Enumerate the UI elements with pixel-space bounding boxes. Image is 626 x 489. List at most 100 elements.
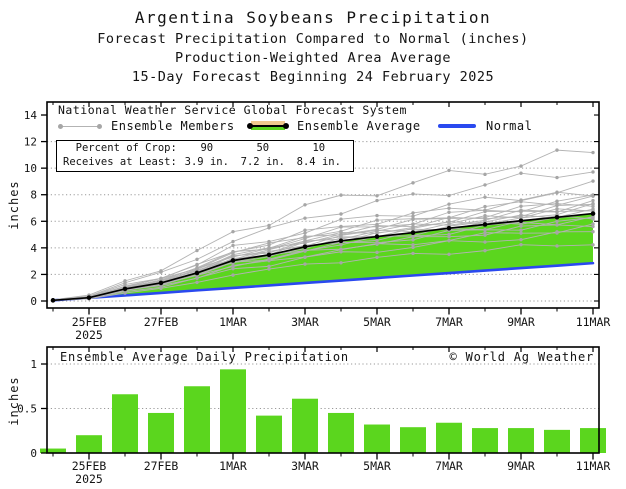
ensemble-member-point <box>339 212 343 216</box>
ensemble-member-point <box>375 223 379 228</box>
y-tick-label: 12 <box>24 136 37 149</box>
ensemble-member-point <box>555 148 559 152</box>
x-tick-sublabel: 2025 <box>75 472 103 486</box>
ensemble-member-point <box>591 243 595 247</box>
ensemble-member-point <box>483 209 487 214</box>
ensemble-member-point <box>375 241 379 246</box>
ensemble-member-point <box>483 183 487 187</box>
ensemble-average-point <box>590 211 596 216</box>
ensemble-member-point <box>519 171 523 175</box>
ensemble-member-point <box>375 250 379 255</box>
ensemble-member-point <box>519 164 523 168</box>
ensemble-members-icon <box>58 122 102 130</box>
x-tick-label: 25FEB <box>72 459 107 473</box>
ensemble-member-point <box>411 238 415 242</box>
legend-label: Normal <box>486 119 533 133</box>
y-tick-label: 10 <box>24 162 37 175</box>
plot-border <box>46 101 600 309</box>
ensemble-member-line <box>52 180 594 301</box>
ensemble-member-point <box>231 249 235 254</box>
ensemble-member-point <box>447 219 451 224</box>
ensemble-member-point <box>195 280 199 285</box>
ensemble-member-point <box>411 251 415 256</box>
daily-precip-bar <box>256 415 282 453</box>
ensemble-member-point <box>303 216 307 220</box>
ensemble-member-point <box>447 252 451 256</box>
y-tick-label: 0 <box>30 295 37 308</box>
x-tick-label: 11MAR <box>576 315 611 329</box>
ensemble-member-point <box>231 254 235 258</box>
info-row-percent: Percent of Crop: 90 50 10 <box>61 142 347 156</box>
daily-precip-bar <box>400 427 426 453</box>
x-tick-label: 5MAR <box>363 459 391 473</box>
daily-precip-bar <box>76 435 102 453</box>
ensemble-member-point <box>483 233 487 237</box>
ensemble-member-point <box>591 193 595 197</box>
ensemble-member-point <box>195 257 199 262</box>
daily-precip-bar <box>184 386 210 453</box>
ensemble-member-point <box>375 194 379 198</box>
ensemble-member-point <box>519 204 523 208</box>
ensemble-member-point <box>555 219 559 224</box>
ensemble-member-point <box>159 270 163 274</box>
ensemble-member-point <box>195 262 199 267</box>
ensemble-member-point <box>303 234 307 239</box>
ensemble-member-point <box>591 207 595 211</box>
ensemble-member-point <box>555 207 559 211</box>
subtitle-3: 15-Day Forecast Beginning 24 February 20… <box>131 69 495 85</box>
legend-title: National Weather Service Global Forecast… <box>58 103 407 117</box>
ensemble-member-point <box>519 231 523 235</box>
y-tick-label: 14 <box>24 109 38 122</box>
ensemble-member-point <box>447 168 451 173</box>
ensemble-member-point <box>447 193 451 198</box>
daily-precip-bar <box>292 398 318 453</box>
x-tick-label: 9MAR <box>507 459 535 473</box>
ensemble-member-point <box>519 200 523 204</box>
ensemble-member-point <box>375 198 379 203</box>
ensemble-member-point <box>267 258 271 263</box>
ensemble-average-point <box>482 222 488 227</box>
ensemble-member-point <box>411 243 415 247</box>
ensemble-member-point <box>195 248 199 253</box>
ensemble-member-point <box>267 264 271 269</box>
ensemble-member-point <box>519 213 523 217</box>
info-value: 3.9 in. <box>184 155 229 168</box>
ensemble-average-point <box>338 238 344 244</box>
ensemble-member-point <box>555 244 559 248</box>
y-tick-label: 6 <box>30 215 37 228</box>
info-value: 90 <box>200 142 214 154</box>
ensemble-average-line <box>52 212 594 302</box>
ensemble-member-line <box>52 149 594 301</box>
info-value: 50 <box>256 142 270 154</box>
ensemble-average-point <box>266 252 272 258</box>
ensemble-average-point <box>518 218 524 224</box>
ensemble-member-point <box>339 230 343 235</box>
normal-line <box>51 261 595 302</box>
ensemble-member-point <box>411 192 415 196</box>
ensemble-member-point <box>339 243 343 247</box>
info-label: Receives at Least: <box>63 155 177 168</box>
x-tick-label: 27FEB <box>144 459 179 473</box>
legend-item-ensemble-members: Ensemble Members <box>58 119 235 133</box>
x-tick-label: 5MAR <box>363 315 391 329</box>
ensemble-member-point <box>339 261 343 265</box>
ensemble-member-point <box>375 231 379 235</box>
ensemble-member-point <box>555 209 559 214</box>
ensemble-member-point <box>375 213 379 218</box>
ensemble-member-point <box>519 237 523 242</box>
ensemble-member-point <box>483 172 487 177</box>
ensemble-member-line <box>52 200 594 301</box>
ensemble-average-point <box>374 234 380 239</box>
ensemble-average-point <box>446 225 452 231</box>
ensemble-member-point <box>519 242 523 247</box>
ensemble-member-point <box>231 273 235 277</box>
ensemble-member-point <box>555 190 559 194</box>
ensemble-average-point <box>86 295 92 300</box>
ensemble-member-point <box>231 243 235 248</box>
daily-precip-bar <box>472 428 498 453</box>
ensemble-member-point <box>231 266 235 271</box>
x-tick-label: 1MAR <box>219 315 247 329</box>
ensemble-member-point <box>267 241 271 245</box>
ensemble-member-point <box>303 203 307 207</box>
